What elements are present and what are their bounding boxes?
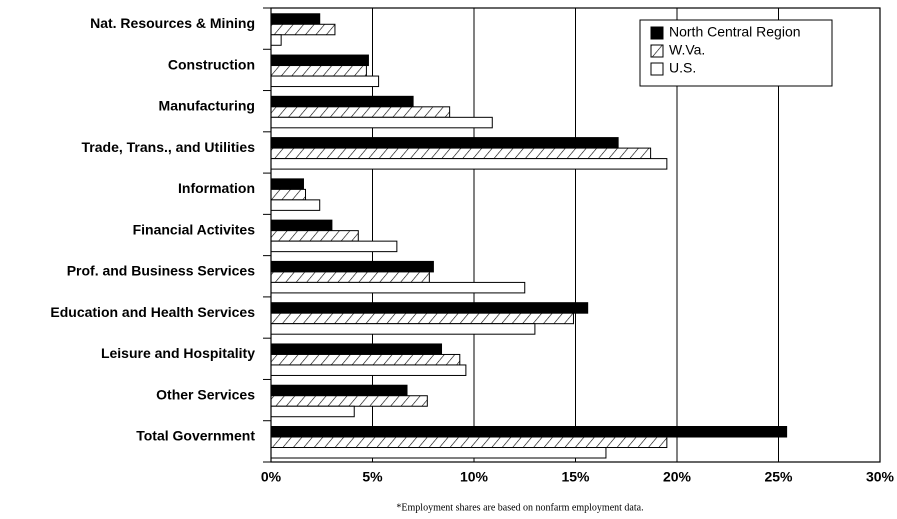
x-tick-label: 20% <box>663 469 692 485</box>
category-label: Prof. and Business Services <box>67 263 256 279</box>
category-label: Financial Activites <box>133 221 256 237</box>
bar <box>270 230 359 242</box>
plot-border <box>270 7 881 463</box>
bar <box>270 13 321 25</box>
x-tick-label: 10% <box>460 469 489 485</box>
legend-label: W.Va. <box>669 42 705 58</box>
category-label: Construction <box>168 56 255 72</box>
bar <box>270 240 398 253</box>
footnote: *Employment shares are based on nonfarm … <box>396 502 643 513</box>
bar <box>270 219 333 232</box>
legend-label: North Central Region <box>669 24 801 40</box>
bar <box>270 106 451 118</box>
bar <box>270 54 369 67</box>
bar <box>270 302 589 314</box>
x-tick-label: 5% <box>362 469 383 485</box>
bar <box>270 364 467 376</box>
category-label: Total Government <box>136 428 255 444</box>
bar <box>270 23 336 36</box>
x-tick-label: 15% <box>561 469 590 485</box>
bar <box>270 353 461 366</box>
bar <box>270 137 619 149</box>
legend-box <box>639 19 833 87</box>
bar <box>270 281 526 294</box>
bar <box>270 323 536 335</box>
category-label: Nat. Resources & Mining <box>90 15 255 31</box>
category-label: Manufacturing <box>159 98 255 114</box>
category-label: Leisure and Hospitality <box>101 345 255 361</box>
bar <box>270 343 443 355</box>
x-tick-label: 30% <box>866 469 895 485</box>
bar <box>270 158 668 170</box>
bar <box>270 384 408 397</box>
bar <box>270 199 321 211</box>
bar <box>270 147 652 160</box>
bar <box>270 188 307 201</box>
x-tick-label: 25% <box>764 469 793 485</box>
bar <box>270 426 788 438</box>
bar <box>270 271 430 283</box>
bar <box>270 116 493 129</box>
bar <box>270 436 668 449</box>
bar <box>270 405 355 418</box>
category-label: Education and Health Services <box>50 304 255 320</box>
legend-swatch <box>650 62 664 76</box>
category-label: Information <box>178 180 255 196</box>
x-tick-label: 0% <box>261 469 282 485</box>
category-label: Trade, Trans., and Utilities <box>82 139 256 155</box>
legend-swatch <box>650 44 664 58</box>
legend-label: U.S. <box>669 60 696 76</box>
bar <box>270 260 434 273</box>
category-label: Other Services <box>156 386 255 402</box>
bar <box>270 395 428 407</box>
bar <box>270 65 367 77</box>
bar <box>270 447 607 459</box>
bar <box>270 34 282 46</box>
bar <box>270 178 304 190</box>
legend-swatch <box>650 26 664 40</box>
bar <box>270 312 574 325</box>
bar <box>270 95 414 108</box>
bar <box>270 75 380 88</box>
